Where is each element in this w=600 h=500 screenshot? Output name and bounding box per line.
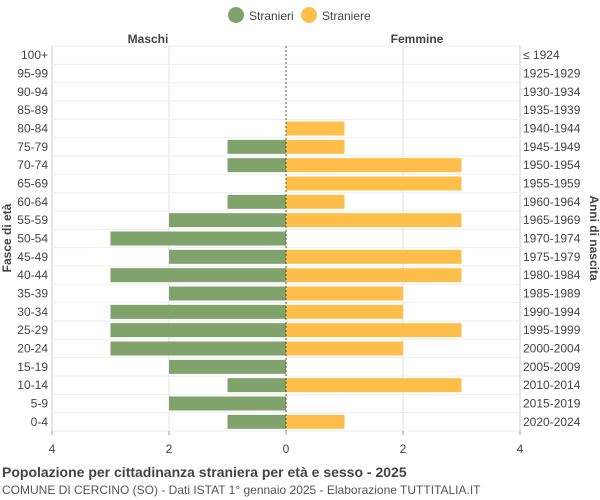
age-group-label: 45-49 bbox=[17, 250, 48, 264]
bar-male bbox=[169, 396, 286, 411]
birth-year-label: 1965-1969 bbox=[523, 213, 581, 227]
birth-year-label: 1990-1994 bbox=[523, 305, 581, 319]
bar-male bbox=[227, 414, 286, 429]
bar-male bbox=[169, 213, 286, 228]
header-maschi: Maschi bbox=[128, 32, 169, 46]
header-femmine: Femmine bbox=[391, 32, 444, 46]
birth-year-label: 1940-1944 bbox=[523, 122, 581, 136]
bar-female bbox=[286, 158, 462, 173]
bar-male bbox=[227, 139, 286, 154]
bar-male bbox=[110, 341, 286, 356]
bar-female bbox=[286, 268, 462, 283]
x-tick-label: 0 bbox=[283, 442, 290, 456]
birth-year-label: 1995-1999 bbox=[523, 323, 581, 337]
birth-year-label: 2010-2014 bbox=[523, 378, 581, 392]
bar-male bbox=[110, 323, 286, 338]
birth-year-label: 1935-1939 bbox=[523, 103, 581, 117]
bar-male bbox=[169, 286, 286, 301]
bar-female bbox=[286, 213, 462, 228]
bar-female bbox=[286, 323, 462, 338]
age-group-label: 35-39 bbox=[17, 287, 48, 301]
birth-year-label: 2005-2009 bbox=[523, 360, 581, 374]
x-tick-label: 4 bbox=[49, 442, 56, 456]
legend-label-straniere: Straniere bbox=[322, 9, 371, 23]
birth-year-label: 1930-1934 bbox=[523, 85, 581, 99]
bar-female bbox=[286, 378, 462, 393]
age-group-label: 70-74 bbox=[17, 158, 48, 172]
birth-year-label: 1945-1949 bbox=[523, 140, 581, 154]
chart-subtitle: COMUNE DI CERCINO (SO) - Dati ISTAT 1° g… bbox=[2, 483, 481, 497]
age-group-label: 30-34 bbox=[17, 305, 48, 319]
bar-female bbox=[286, 304, 403, 319]
bar-male bbox=[110, 304, 286, 319]
legend-label-stranieri: Stranieri bbox=[249, 9, 294, 23]
age-group-label: 10-14 bbox=[17, 378, 48, 392]
age-group-label: 40-44 bbox=[17, 268, 48, 282]
age-group-label: 100+ bbox=[21, 48, 48, 62]
birth-year-label: 1925-1929 bbox=[523, 67, 581, 81]
birth-year-label: 2000-2004 bbox=[523, 342, 581, 356]
bar-male bbox=[227, 194, 286, 209]
bar-female bbox=[286, 139, 345, 154]
bar-male bbox=[110, 231, 286, 246]
age-group-label: 25-29 bbox=[17, 323, 48, 337]
birth-year-label: 2015-2019 bbox=[523, 397, 581, 411]
age-group-label: 5-9 bbox=[31, 397, 49, 411]
birth-year-label: 1970-1974 bbox=[523, 232, 581, 246]
legend-swatch-stranieri bbox=[228, 7, 244, 23]
birth-year-label: ≤ 1924 bbox=[523, 48, 560, 62]
age-group-label: 90-94 bbox=[17, 85, 48, 99]
bar-male bbox=[169, 249, 286, 264]
bar-male bbox=[227, 158, 286, 173]
bar-female bbox=[286, 341, 403, 356]
birth-year-label: 1955-1959 bbox=[523, 177, 581, 191]
age-group-label: 50-54 bbox=[17, 232, 48, 246]
age-group-label: 60-64 bbox=[17, 195, 48, 209]
x-tick-label: 2 bbox=[400, 442, 407, 456]
chart-title: Popolazione per cittadinanza straniera p… bbox=[2, 464, 407, 480]
age-group-label: 95-99 bbox=[17, 67, 48, 81]
age-group-label: 65-69 bbox=[17, 177, 48, 191]
legend-swatch-straniere bbox=[301, 7, 317, 23]
bar-male bbox=[110, 268, 286, 283]
y-axis-title-left: Fasce di età bbox=[0, 203, 14, 272]
bar-female bbox=[286, 249, 462, 264]
bar-male bbox=[227, 378, 286, 393]
birth-year-label: 1950-1954 bbox=[523, 158, 581, 172]
bar-female bbox=[286, 176, 462, 191]
birth-year-label: 1960-1964 bbox=[523, 195, 581, 209]
x-tick-label: 4 bbox=[517, 442, 524, 456]
birth-year-label: 1980-1984 bbox=[523, 268, 581, 282]
birth-year-label: 2020-2024 bbox=[523, 415, 581, 429]
birth-year-label: 1975-1979 bbox=[523, 250, 581, 264]
x-tick-label: 2 bbox=[166, 442, 173, 456]
age-group-label: 20-24 bbox=[17, 342, 48, 356]
bar-female bbox=[286, 121, 345, 136]
bar-female bbox=[286, 414, 345, 429]
bar-female bbox=[286, 194, 345, 209]
age-group-label: 55-59 bbox=[17, 213, 48, 227]
age-group-label: 80-84 bbox=[17, 122, 48, 136]
bar-male bbox=[169, 359, 286, 374]
age-group-label: 0-4 bbox=[31, 415, 49, 429]
age-group-label: 85-89 bbox=[17, 103, 48, 117]
bar-female bbox=[286, 286, 403, 301]
y-axis-title-right: Anni di nascita bbox=[587, 195, 600, 281]
birth-year-label: 1985-1989 bbox=[523, 287, 581, 301]
age-group-label: 75-79 bbox=[17, 140, 48, 154]
age-group-label: 15-19 bbox=[17, 360, 48, 374]
